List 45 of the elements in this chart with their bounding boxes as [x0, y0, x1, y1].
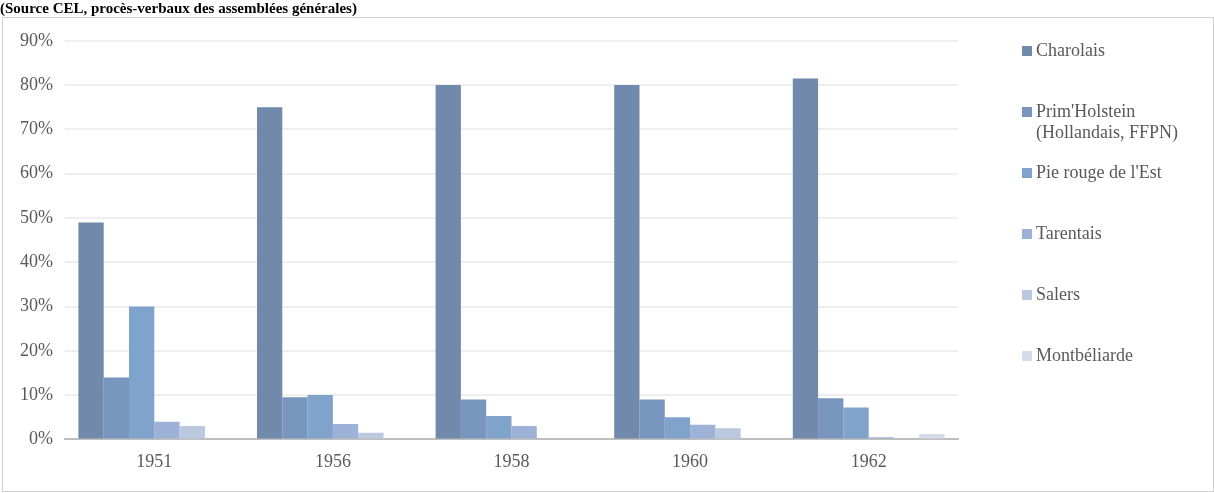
- y-tick-label: 20%: [19, 339, 53, 360]
- bar: [435, 85, 461, 439]
- x-tick-label: 1956: [314, 450, 351, 471]
- bar: [358, 432, 384, 439]
- text: (Source CEL, procès-verbaux des assemblées générales): [0, 0, 357, 16]
- bar: [179, 426, 205, 439]
- bar: [715, 428, 741, 439]
- bar: [78, 222, 104, 439]
- legend-label: Tarentais: [1036, 223, 1102, 244]
- legend-label: Montbéliarde: [1036, 345, 1133, 366]
- legend-label: Pie rouge de l'Est: [1036, 162, 1162, 183]
- bar: [128, 306, 155, 439]
- y-tick-label: 0%: [28, 428, 53, 449]
- bar: [154, 421, 180, 439]
- y-tick-label: 70%: [19, 118, 53, 139]
- bar: [843, 407, 869, 439]
- bar: [792, 78, 819, 439]
- y-tick-label: 30%: [19, 295, 53, 316]
- x-tick-label: 1960: [672, 450, 709, 471]
- y-tick-label: 80%: [19, 73, 53, 94]
- y-tick-label: 50%: [19, 206, 53, 227]
- bar: [919, 434, 945, 439]
- y-tick-label: 40%: [19, 250, 53, 271]
- bar: [511, 426, 537, 439]
- x-tick-label: 1951: [136, 450, 173, 471]
- y-tick-label: 90%: [19, 29, 53, 50]
- bar: [256, 107, 283, 439]
- bar: [639, 399, 665, 439]
- legend-label: Salers: [1036, 284, 1080, 305]
- bar: [614, 85, 640, 439]
- x-tick-label: 1958: [493, 450, 530, 471]
- y-tick-label: 60%: [19, 162, 53, 183]
- bar: [818, 398, 844, 439]
- y-tick-label: 10%: [19, 383, 53, 404]
- legend-label: Charolais: [1036, 40, 1105, 61]
- bar: [332, 423, 359, 439]
- x-tick-label: 1962: [850, 450, 887, 471]
- bar: [690, 424, 716, 439]
- bar: [103, 377, 129, 439]
- legend-label: Prim'Holstein (Hollandais, FFPN): [1036, 101, 1179, 143]
- bar: [307, 395, 333, 439]
- bar: [282, 397, 308, 439]
- bar: [664, 417, 691, 439]
- bar: [460, 399, 487, 439]
- bar: [486, 415, 512, 439]
